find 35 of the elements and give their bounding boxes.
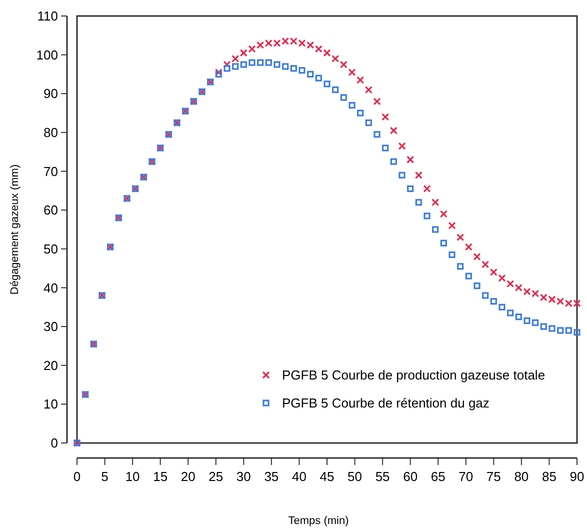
x-tick-label: 45 [320,469,334,484]
x-tick-label: 40 [292,469,306,484]
y-tick-label: 20 [44,358,58,373]
x-tick-label: 90 [570,469,584,484]
x-tick-label: 30 [236,469,251,484]
x-tick-label: 55 [375,469,390,484]
x-tick-label: 20 [180,469,196,484]
y-tick-label: 50 [44,241,58,256]
x-tick-label: 35 [264,469,279,484]
y-tick-label: 100 [36,47,58,62]
x-axis-title: Temps (min) [288,515,349,527]
y-tick-label: 0 [50,436,58,451]
x-tick-label: 65 [430,469,446,484]
x-tick-label: 75 [486,469,501,484]
legend-label: PGFB 5 Courbe de rétention du gaz [282,396,490,411]
y-axis-title: Dégagement gazeux (mm) [9,164,21,295]
y-tick-label: 80 [44,125,58,140]
x-tick-label: 80 [514,469,529,484]
x-tick-label: 15 [153,469,168,484]
y-tick-label: 110 [37,8,58,24]
y-tick-label: 70 [44,164,58,179]
y-tick-label: 10 [44,396,58,412]
legend-label: PGFB 5 Courbe de production gazeuse totale [282,368,546,383]
x-tick-label: 60 [403,469,418,484]
y-tick-label: 40 [44,280,58,296]
x-tick-label: 5 [101,469,108,484]
x-tick-label: 0 [73,469,81,484]
y-tick-label: 90 [44,86,58,102]
x-tick-label: 25 [208,469,224,484]
y-tick-label: 60 [44,202,58,218]
y-tick-label: 30 [44,319,58,334]
x-tick-label: 70 [458,469,474,484]
x-tick-label: 50 [348,469,362,484]
x-tick-label: 85 [542,469,556,484]
x-tick-label: 10 [125,469,140,484]
